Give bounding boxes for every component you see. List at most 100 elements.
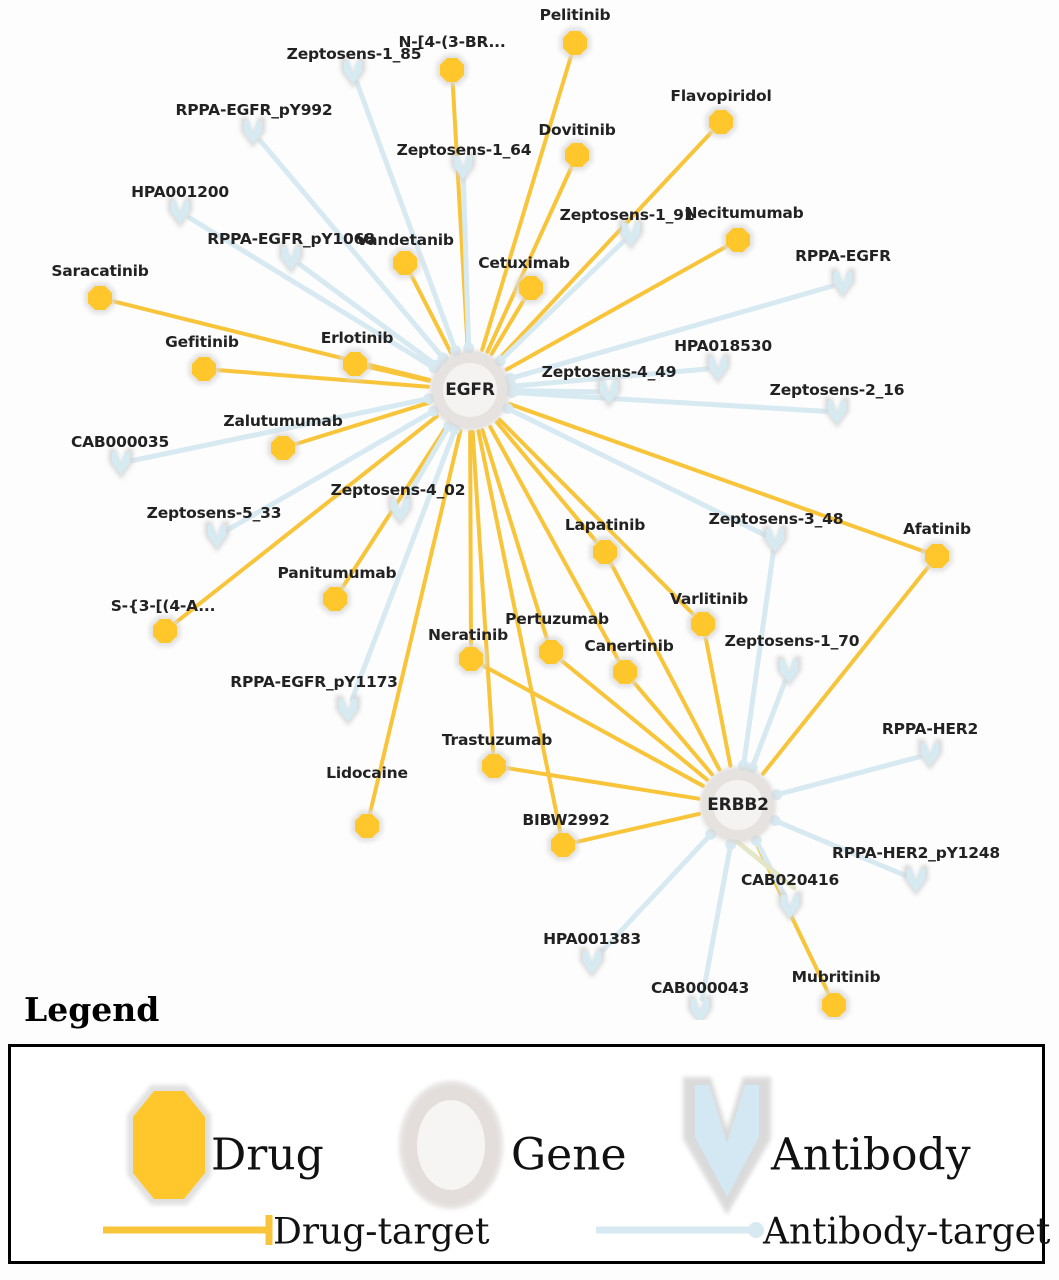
antibody-node[interactable]	[705, 353, 731, 385]
antibody-node[interactable]	[903, 865, 929, 897]
drug-label: N-[4-(3-BR...	[398, 33, 506, 51]
antibody-label: HPA001200	[131, 183, 229, 201]
nodes-layer	[84, 27, 953, 1020]
drug-node[interactable]	[535, 636, 567, 668]
edge-drug-target	[760, 562, 933, 776]
legend: Legend	[0, 990, 1059, 1280]
edge-drug-target	[408, 270, 453, 355]
antibody-label: RPPA-HER2_pY1248	[832, 844, 1000, 862]
edge-drug-target	[507, 402, 929, 555]
drug-node[interactable]	[339, 348, 371, 380]
antibody-node[interactable]	[167, 197, 193, 229]
legend-label-antibody: Antibody	[771, 1129, 971, 1181]
gene-node[interactable]	[700, 767, 776, 843]
edge-drug-target	[703, 632, 733, 768]
antibody-node[interactable]	[762, 525, 788, 557]
drug-node[interactable]	[705, 106, 737, 138]
edge-antibody-target	[771, 754, 922, 801]
antibody-node[interactable]	[917, 739, 943, 771]
drug-node[interactable]	[188, 353, 220, 385]
antibody-label: Zeptosens-2_16	[769, 381, 905, 399]
drug-node[interactable]	[515, 272, 547, 304]
drug-node[interactable]	[319, 583, 351, 615]
drug-label: Trastuzumab	[441, 731, 553, 749]
antibody-node[interactable]	[777, 891, 803, 923]
edge-drug-target	[480, 51, 574, 352]
legend-label-drug: Drug	[211, 1129, 324, 1181]
drug-node[interactable]	[561, 139, 593, 171]
antibody-node[interactable]	[824, 397, 850, 429]
edge-drug-target	[470, 429, 496, 758]
drug-node[interactable]	[267, 432, 299, 464]
drug-label: Lapatinib	[564, 516, 646, 534]
edge-drug-target	[571, 811, 702, 845]
legend-glyphs	[103, 1077, 771, 1245]
drug-node[interactable]	[84, 282, 116, 314]
antibody-node[interactable]	[450, 152, 476, 184]
drug-node[interactable]	[149, 615, 181, 647]
edge-drug-target	[497, 417, 698, 619]
antibody-label: RPPA-EGFR_pY992	[175, 101, 333, 119]
edge-drug-target	[496, 128, 716, 362]
antibody-label: Zeptosens-3_48	[708, 510, 844, 528]
edge-drug-target	[480, 428, 550, 644]
antibody-node[interactable]	[596, 377, 622, 409]
antibody-node[interactable]	[776, 656, 802, 688]
antibody-node[interactable]	[579, 947, 605, 979]
edge-drug-target	[367, 428, 463, 818]
drug-label: Neratinib	[428, 626, 508, 644]
drug-node[interactable]	[722, 224, 754, 256]
antibody-node[interactable]	[830, 268, 856, 300]
antibody-node[interactable]	[108, 448, 134, 480]
edge-drug-target	[557, 656, 710, 782]
drug-label: Zalutumumab	[223, 412, 343, 430]
edge-drug-target	[485, 163, 575, 354]
legend-label-antibody-target: Antibody-target	[763, 1211, 1051, 1253]
drug-label: Cetuximab	[478, 254, 570, 272]
drug-label: S-{3-[(4-A...	[110, 597, 216, 615]
antibody-label: CAB000043	[650, 979, 750, 997]
gene-node[interactable]	[430, 350, 510, 430]
antibody-node[interactable]	[687, 995, 713, 1020]
antibody-node[interactable]	[340, 57, 366, 89]
drug-node[interactable]	[921, 540, 953, 572]
drug-node[interactable]	[547, 829, 579, 861]
drug-node[interactable]	[687, 608, 719, 640]
network-canvas	[84, 27, 953, 1020]
edge-drug-target	[171, 414, 440, 627]
gene-label: ERBB2	[707, 795, 769, 815]
drug-node[interactable]	[478, 750, 510, 782]
edge-drug-target	[504, 243, 731, 372]
edge-drug-target	[476, 429, 563, 837]
antibody-label: HPA018530	[674, 337, 772, 355]
drug-node[interactable]	[436, 54, 468, 86]
antibody-node[interactable]	[204, 521, 230, 553]
edge-drug-target	[489, 295, 528, 356]
drug-node[interactable]	[351, 810, 383, 842]
drug-node[interactable]	[389, 247, 421, 279]
drug-node[interactable]	[609, 656, 641, 688]
drug-node[interactable]	[559, 27, 591, 59]
antibody-node[interactable]	[278, 243, 304, 275]
drug-node[interactable]	[818, 989, 850, 1020]
edge-drug-target	[363, 364, 432, 383]
drug-label: Lidocaine	[326, 764, 408, 782]
drug-label: Erlotinib	[320, 329, 394, 347]
drug-label: Panitumumab	[277, 564, 397, 582]
antibody-label: Zeptosens-1_91	[559, 206, 695, 224]
drug-label: Necitumumab	[684, 204, 804, 222]
drug-node[interactable]	[455, 643, 487, 675]
gene-label: EGFR	[445, 380, 495, 400]
drug-node[interactable]	[589, 536, 621, 568]
antibody-node[interactable]	[618, 219, 644, 251]
edge-drug-target	[494, 420, 600, 546]
drug-label: Varlitinib	[669, 590, 749, 608]
drug-label: Dovitinib	[538, 121, 616, 139]
antibody-node[interactable]	[387, 495, 413, 527]
antibody-node[interactable]	[335, 695, 361, 727]
edge-drug-target	[291, 400, 432, 447]
drug-label: Saracatinib	[51, 262, 149, 280]
antibody-node[interactable]	[240, 117, 266, 149]
antibody-label: CAB020416	[740, 871, 840, 889]
edge-drug-target	[468, 429, 473, 651]
